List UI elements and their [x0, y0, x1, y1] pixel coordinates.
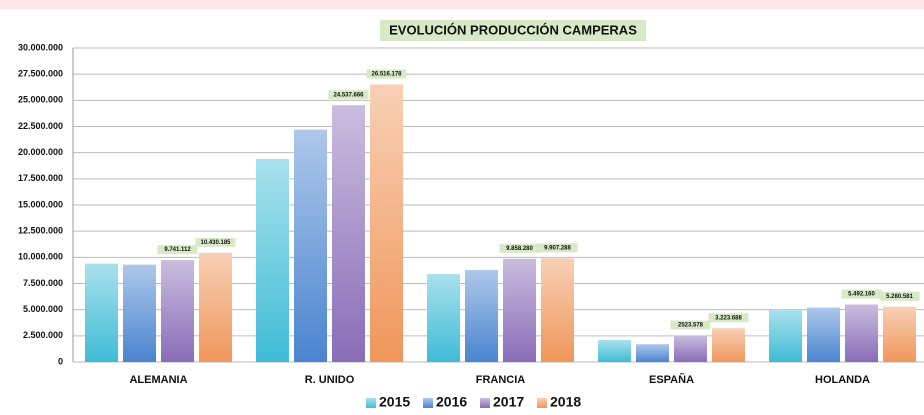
top-strip — [0, 0, 924, 9]
y-tick-label: 27.500.000 — [18, 69, 63, 79]
bar — [541, 258, 574, 362]
legend-swatch — [366, 398, 376, 408]
bar — [427, 274, 460, 362]
data-label-box — [708, 313, 749, 323]
legend-label: 2018 — [550, 394, 581, 410]
data-label-box — [499, 243, 540, 253]
y-tick-label: 15.000.000 — [18, 199, 63, 209]
data-label-box — [537, 243, 578, 253]
data-label-box — [195, 237, 236, 247]
x-tick-label: R. UNIDO — [305, 374, 355, 386]
x-tick-label: FRANCIA — [476, 374, 526, 386]
y-tick-label: 10.000.000 — [18, 252, 63, 262]
data-label-box — [841, 289, 882, 299]
legend-swatch — [480, 398, 490, 408]
title-box — [380, 20, 646, 41]
y-tick-label: 0 — [58, 356, 63, 366]
bar — [674, 335, 707, 362]
x-tick-label: ALEMANIA — [129, 374, 187, 386]
y-tick-label: 12.500.000 — [18, 226, 63, 236]
bar — [636, 344, 669, 362]
y-tick-label: 30.000.000 — [18, 42, 63, 52]
legend-label: 2016 — [436, 394, 467, 410]
y-tick-label: 2.500.000 — [23, 330, 63, 340]
data-label: 9.858.280 — [506, 246, 533, 252]
data-label: 5.280.581 — [886, 294, 913, 300]
data-label-box — [366, 69, 407, 79]
bar — [769, 309, 802, 362]
data-label: 9.741.112 — [164, 247, 191, 253]
data-label-box — [670, 320, 711, 330]
data-label: 9.907.288 — [544, 245, 571, 251]
bar — [807, 307, 840, 362]
legend-swatch — [537, 398, 547, 408]
y-tick-label: 22.500.000 — [18, 121, 63, 131]
x-tick-label: HOLANDA — [815, 374, 870, 386]
data-label: 5.492.160 — [848, 292, 875, 298]
bar — [883, 306, 916, 362]
y-tick-label: 25.000.000 — [18, 95, 63, 105]
bar — [503, 258, 536, 362]
bar — [845, 304, 878, 362]
y-tick-label: 20.000.000 — [18, 147, 63, 157]
bar — [85, 263, 118, 362]
data-label-box — [328, 90, 369, 100]
bar — [294, 129, 327, 362]
x-tick-label: ESPAÑA — [649, 373, 694, 386]
y-tick-label: 5.000.000 — [23, 304, 63, 314]
bar — [712, 328, 745, 362]
data-label: 26.516.178 — [371, 72, 402, 78]
bar — [370, 84, 403, 363]
bar — [256, 158, 289, 362]
legend-swatch — [423, 398, 433, 408]
bar — [598, 340, 631, 362]
data-label: 10.430.185 — [200, 240, 231, 246]
y-tick-label: 7.500.000 — [23, 278, 63, 288]
data-label: 3.223.688 — [715, 315, 742, 321]
bar — [123, 264, 156, 362]
bar — [465, 269, 498, 362]
data-label-box — [157, 245, 198, 255]
bar — [332, 105, 365, 363]
legend-label: 2015 — [379, 394, 410, 410]
bar — [161, 260, 194, 362]
chart-title: EVOLUCIÓN PRODUCCIÓN CAMPERAS — [389, 22, 637, 37]
data-label: 2523.578 — [678, 323, 704, 329]
y-tick-label: 17.500.000 — [18, 173, 63, 183]
data-label: 24.537.666 — [333, 92, 364, 98]
bar — [199, 252, 232, 362]
data-label-box — [879, 291, 920, 301]
legend-label: 2017 — [493, 394, 524, 410]
